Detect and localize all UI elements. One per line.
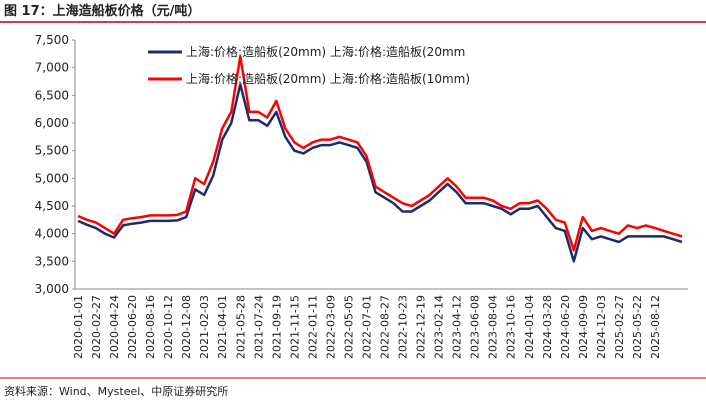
x-tick-label: 2021-11-15 (288, 295, 301, 359)
x-tick-label: 2020-02-27 (90, 295, 103, 359)
x-tick-label: 2024-09-09 (577, 295, 590, 359)
y-tick-label: 7,500 (35, 33, 69, 47)
series-line (77, 83, 683, 263)
x-tick-label: 2021-02-03 (198, 295, 211, 359)
y-tick-label: 4,500 (35, 199, 69, 213)
y-tick-label: 3,500 (35, 254, 69, 268)
x-tick-label: 2022-01-11 (306, 295, 319, 359)
y-tick-label: 5,000 (35, 171, 69, 185)
x-tick-label: 2022-08-27 (379, 295, 392, 359)
x-tick-label: 2020-06-20 (126, 295, 139, 359)
x-tick-label: 2024-06-20 (559, 295, 572, 359)
x-tick-label: 2025-08-12 (649, 295, 662, 359)
x-tick-label: 2021-04-01 (216, 295, 229, 359)
x-tick-label: 2023-02-14 (433, 295, 446, 359)
y-tick-label: 7,000 (35, 61, 69, 75)
x-tick-label: 2023-08-04 (487, 295, 500, 359)
y-tick-label: 5,500 (35, 144, 69, 158)
x-tick-label: 2023-04-12 (451, 295, 464, 359)
x-tick-label: 2020-12-08 (180, 295, 193, 359)
x-tick-label: 2024-12-03 (595, 295, 608, 359)
x-tick-label: 2022-07-01 (360, 295, 373, 359)
x-tick-label: 2021-07-24 (252, 295, 265, 359)
x-tick-label: 2020-04-24 (108, 295, 121, 359)
source: 资料来源：Wind、Mysteel、中原证券研究所 (4, 384, 228, 398)
x-tick-label: 2022-03-09 (324, 295, 337, 359)
x-tick-label: 2023-10-16 (505, 295, 518, 359)
x-tick-label: 2024-03-28 (541, 295, 554, 359)
x-tick-label: 2025-02-27 (613, 295, 626, 359)
y-tick-label: 6,500 (35, 88, 69, 102)
y-tick-label: 6,000 (35, 116, 69, 130)
x-tick-label: 2020-10-12 (162, 295, 175, 359)
x-tick-label: 2022-12-19 (415, 295, 428, 359)
chart-title: 图 17：上海造船板价格（元/吨） (4, 3, 200, 19)
x-tick-label: 2024-01-04 (523, 295, 536, 359)
x-tick-label: 2022-10-23 (397, 295, 410, 359)
legend-label: 上海:价格:造船板(20mm) 上海:价格:造船板(20mm (186, 44, 465, 59)
x-tick-label: 2025-05-22 (631, 295, 644, 359)
x-tick-label: 2020-01-01 (72, 295, 85, 359)
x-tick-label: 2021-05-28 (234, 295, 247, 359)
y-tick-label: 4,000 (35, 227, 69, 241)
x-tick-label: 2020-08-16 (144, 295, 157, 359)
x-tick-label: 2022-05-05 (342, 295, 355, 359)
x-tick-label: 2021-09-19 (270, 295, 283, 359)
y-tick-label: 3,000 (35, 282, 69, 296)
x-tick-label: 2023-06-08 (469, 295, 482, 359)
legend-label: 上海:价格:造船板(20mm) 上海:价格:造船板(10mm) (186, 71, 470, 86)
series-line (77, 55, 683, 252)
